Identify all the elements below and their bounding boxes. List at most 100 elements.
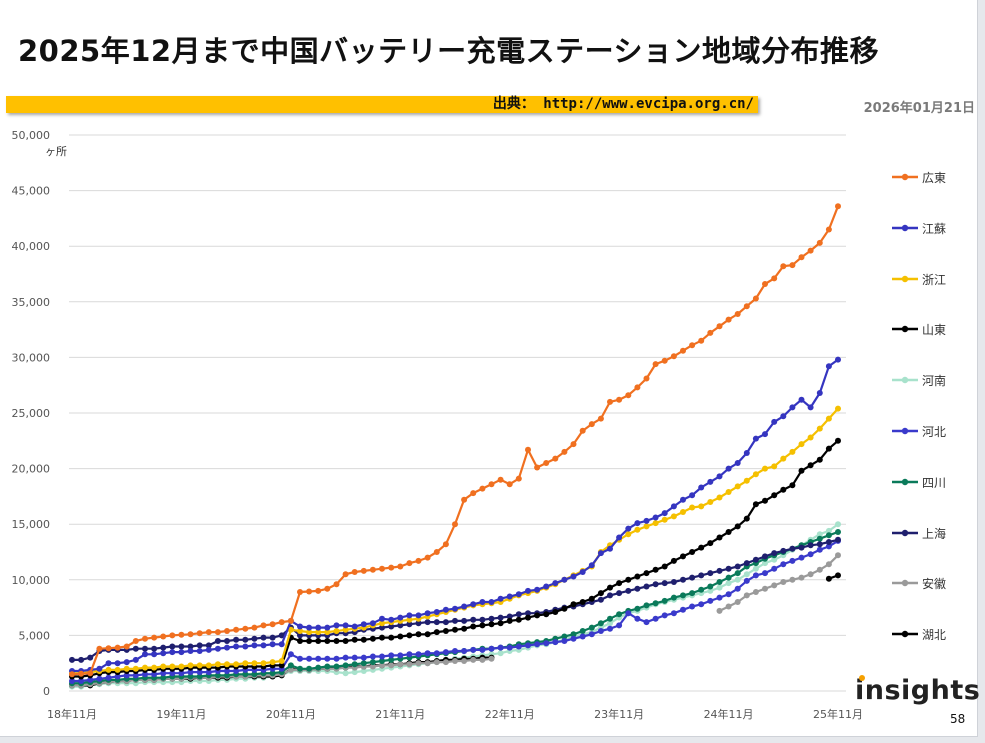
legend-label: 安徽 (922, 577, 947, 592)
legend-item: 河南 (890, 371, 980, 389)
data-point (816, 535, 823, 542)
data-point (169, 632, 176, 639)
data-point (652, 615, 659, 622)
data-point (479, 622, 486, 629)
data-point (643, 619, 650, 626)
data-point (616, 622, 623, 629)
data-point (835, 529, 841, 535)
data-point (406, 560, 413, 567)
data-point (114, 666, 121, 673)
data-point (379, 565, 385, 572)
data-point (725, 465, 732, 472)
data-point (752, 501, 759, 508)
data-point (132, 672, 139, 679)
data-point (743, 571, 750, 578)
source-link[interactable]: 出典： http://www.evcipa.org.cn/ (492, 96, 754, 112)
data-point (579, 633, 586, 640)
data-point (570, 631, 577, 638)
data-point (670, 353, 677, 360)
data-point (716, 323, 723, 330)
data-point (570, 573, 577, 580)
data-point (588, 562, 595, 569)
data-point (798, 544, 805, 551)
series-line (71, 205, 840, 676)
data-point (789, 404, 796, 411)
data-point (689, 342, 696, 349)
data-point (597, 620, 604, 627)
data-point (634, 585, 641, 592)
series-河南 (69, 521, 841, 690)
data-point (680, 509, 686, 515)
data-point (597, 415, 604, 422)
logo-dot (859, 675, 865, 681)
data-point (406, 621, 413, 628)
data-point (725, 529, 732, 535)
data-point (351, 669, 358, 676)
data-point (579, 427, 586, 434)
data-point (233, 626, 240, 633)
data-point (762, 570, 768, 577)
data-point (515, 643, 522, 650)
legend-item: 湖北 (890, 625, 980, 643)
data-point (214, 629, 221, 636)
data-point (497, 614, 504, 621)
data-point (351, 654, 358, 661)
data-point (479, 616, 486, 623)
y-tick-label: 0 (43, 685, 50, 698)
data-point (707, 499, 714, 505)
data-point (196, 673, 203, 680)
data-point (771, 418, 778, 425)
data-point (78, 678, 85, 684)
data-point (734, 576, 741, 583)
data-point (242, 643, 249, 650)
data-point (87, 676, 94, 683)
data-point (233, 668, 240, 674)
series-line (72, 358, 839, 673)
data-point (324, 638, 331, 644)
data-point (616, 396, 623, 403)
data-point (506, 613, 513, 620)
data-point (661, 580, 668, 587)
data-point (479, 656, 486, 663)
data-point (297, 655, 303, 662)
data-point (816, 425, 823, 432)
data-point (643, 583, 650, 590)
data-point (488, 481, 495, 488)
data-point (360, 567, 367, 574)
data-point (342, 622, 349, 629)
x-tick-label: 24年11月 (704, 707, 754, 721)
data-point (625, 525, 632, 532)
data-point (552, 580, 559, 587)
data-point (698, 484, 705, 491)
data-point (169, 643, 176, 650)
data-point (297, 632, 303, 639)
data-point (816, 456, 823, 463)
data-point (771, 492, 778, 499)
data-point (406, 616, 413, 623)
data-point (406, 632, 413, 639)
data-point (461, 625, 468, 632)
data-point (205, 669, 212, 676)
data-point (561, 638, 568, 644)
data-point (543, 583, 550, 590)
data-point (743, 592, 750, 599)
data-point (132, 665, 139, 672)
data-point (707, 329, 714, 336)
y-tick-label: 40,000 (12, 240, 51, 253)
data-point (497, 595, 504, 602)
data-point (752, 435, 759, 442)
data-point (397, 652, 404, 659)
data-point (442, 541, 449, 548)
data-point (825, 415, 832, 422)
data-point (771, 582, 778, 589)
data-point (424, 610, 431, 617)
data-point (306, 655, 313, 662)
data-point (205, 642, 212, 649)
data-point (743, 477, 750, 484)
data-point (707, 587, 714, 594)
legend-label: 河南 (922, 374, 947, 389)
data-point (780, 547, 787, 554)
data-point (214, 661, 221, 668)
data-point (689, 504, 696, 511)
